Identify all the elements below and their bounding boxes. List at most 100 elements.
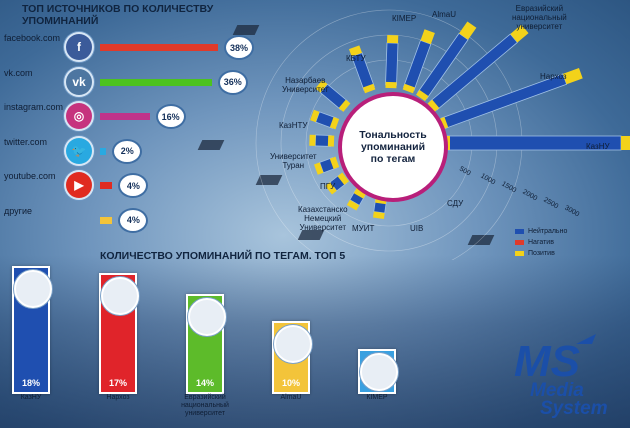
radial-bar-group bbox=[438, 68, 583, 130]
tag-label: Евразийский национальный университет bbox=[512, 4, 567, 31]
logo-mark: MS bbox=[514, 337, 580, 386]
source-bar bbox=[100, 216, 113, 224]
tag-label: КазНТУ bbox=[279, 121, 308, 130]
radial-bar-positive-inner bbox=[337, 172, 350, 185]
source-pct: 4% bbox=[118, 207, 149, 233]
tonality-hub-text: Тональность упоминаний по тегам bbox=[359, 129, 427, 165]
vk-icon: vk bbox=[66, 68, 92, 95]
top5-pct: 14% bbox=[195, 377, 214, 388]
top5-university-photo bbox=[274, 325, 312, 364]
radial-bar-group bbox=[416, 21, 477, 102]
top5-label: AlmaU bbox=[280, 394, 302, 401]
radial-bar-positive bbox=[310, 109, 320, 123]
source-label: другие bbox=[4, 205, 32, 216]
radial-bar-group bbox=[325, 172, 350, 195]
youtube-icon: ▶ bbox=[66, 172, 92, 198]
source-bar bbox=[100, 44, 218, 51]
source-bar bbox=[100, 147, 107, 155]
radial-bar-positive-inner bbox=[362, 83, 376, 94]
media-system-logo: MS Media System bbox=[514, 334, 608, 419]
radial-bar-positive-inner bbox=[402, 83, 416, 94]
radial-bar-group bbox=[315, 79, 351, 112]
radial-bar-positive bbox=[621, 136, 630, 150]
legend-item: Позитив bbox=[515, 250, 555, 257]
radial-bar-positive bbox=[314, 162, 324, 175]
top5-university-photo bbox=[101, 276, 139, 315]
logo-line2: System bbox=[540, 398, 608, 419]
radial-bar-group bbox=[385, 34, 399, 89]
tag-label: AlmaU bbox=[432, 10, 457, 19]
radial-bar-positive-inner bbox=[353, 187, 367, 199]
radial-bar-positive-inner bbox=[385, 81, 397, 89]
radial-bar-group bbox=[346, 187, 367, 211]
instagram-icon: ◎ bbox=[66, 103, 92, 129]
radial-bar-positive bbox=[315, 79, 328, 93]
top5-label: Евразийский национальный университет bbox=[181, 394, 229, 417]
legend-swatch bbox=[515, 240, 524, 245]
source-bar bbox=[100, 113, 150, 120]
source-label: vk.com bbox=[4, 67, 33, 78]
radial-bar-positive bbox=[510, 24, 529, 43]
tonality-hub: Тональность упоминаний по тегам bbox=[338, 92, 448, 202]
top5-title: КОЛИЧЕСТВО УПОМИНАНИЙ ПО ТЕГАМ. ТОП 5 bbox=[100, 250, 346, 262]
radial-bar-positive bbox=[562, 68, 583, 85]
radial-bar-group bbox=[310, 109, 340, 130]
radial-bar-positive bbox=[348, 45, 363, 57]
tonality-radial-chart bbox=[255, 9, 630, 260]
source-pct: 16% bbox=[155, 104, 186, 129]
source-pct: 4% bbox=[118, 173, 149, 198]
radial-bar-positive-inner bbox=[416, 89, 429, 102]
radial-bar-positive bbox=[309, 134, 316, 146]
top5-label: КІМЕР bbox=[366, 394, 388, 401]
legend-item: Нагатив bbox=[515, 239, 554, 246]
radial-bar-positive bbox=[325, 182, 337, 195]
radial-bar-group bbox=[348, 45, 376, 94]
source-pct: 36% bbox=[217, 69, 248, 95]
tag-label: Казахстанско Немецкий Университет bbox=[298, 205, 348, 232]
tag-label: МУИТ bbox=[352, 224, 375, 233]
radial-bar-group bbox=[314, 156, 340, 175]
radial-bar-positive-inner bbox=[338, 99, 351, 112]
source-label: instagram.com bbox=[4, 102, 64, 112]
legend-label: Нагатив bbox=[528, 239, 554, 246]
radial-bar-group bbox=[427, 24, 529, 112]
radial-bar-positive bbox=[346, 199, 360, 211]
legend-swatch bbox=[515, 251, 524, 256]
top5-university-photo bbox=[360, 352, 398, 391]
radial-bar-positive bbox=[386, 34, 399, 44]
top5-label: Нархоз bbox=[106, 394, 130, 401]
radial-bar-positive-inner bbox=[427, 99, 440, 112]
radial-bar-positive bbox=[372, 211, 385, 220]
source-label: youtube.com bbox=[4, 171, 56, 181]
source-pct: 2% bbox=[112, 138, 143, 164]
legend-label: Позитив bbox=[528, 250, 555, 257]
sources-title: ТОП ИСТОЧНИКОВ ПО КОЛИЧЕСТВУ УПОМИНАНИЙ bbox=[22, 3, 214, 27]
logo-line1: Media bbox=[530, 380, 584, 401]
top5-university-photo bbox=[14, 270, 52, 308]
facebook-icon: f bbox=[66, 34, 92, 60]
radial-bar-positive-inner bbox=[329, 116, 340, 130]
source-bar bbox=[100, 182, 113, 189]
tag-label: КазНУ bbox=[586, 142, 610, 151]
legend-item: Нейтрально bbox=[515, 228, 567, 235]
tag-label: Университет Туран bbox=[270, 152, 317, 170]
tag-label: СДУ bbox=[447, 199, 464, 208]
top5-pct: 10% bbox=[281, 377, 300, 388]
radial-bar-positive-inner bbox=[327, 135, 335, 147]
legend-swatch bbox=[515, 229, 524, 234]
radial-bar-positive bbox=[459, 21, 477, 40]
tag-label: КБТУ bbox=[346, 54, 366, 63]
radial-bars bbox=[255, 9, 630, 260]
top5-university-photo bbox=[188, 297, 226, 336]
radial-bar-group bbox=[402, 29, 435, 94]
radial-bar-neutral bbox=[385, 42, 399, 86]
twitter-icon: 🐦 bbox=[66, 137, 92, 164]
tag-label: Назарбаев Университет bbox=[282, 76, 329, 94]
tag-label: КІМЕР bbox=[392, 14, 417, 23]
legend-label: Нейтрально bbox=[528, 228, 568, 235]
source-label: facebook.com bbox=[4, 33, 61, 43]
radial-bar-positive-inner bbox=[329, 156, 340, 170]
tag-label: Нархоз bbox=[540, 72, 567, 81]
radial-bar-positive bbox=[420, 29, 435, 45]
